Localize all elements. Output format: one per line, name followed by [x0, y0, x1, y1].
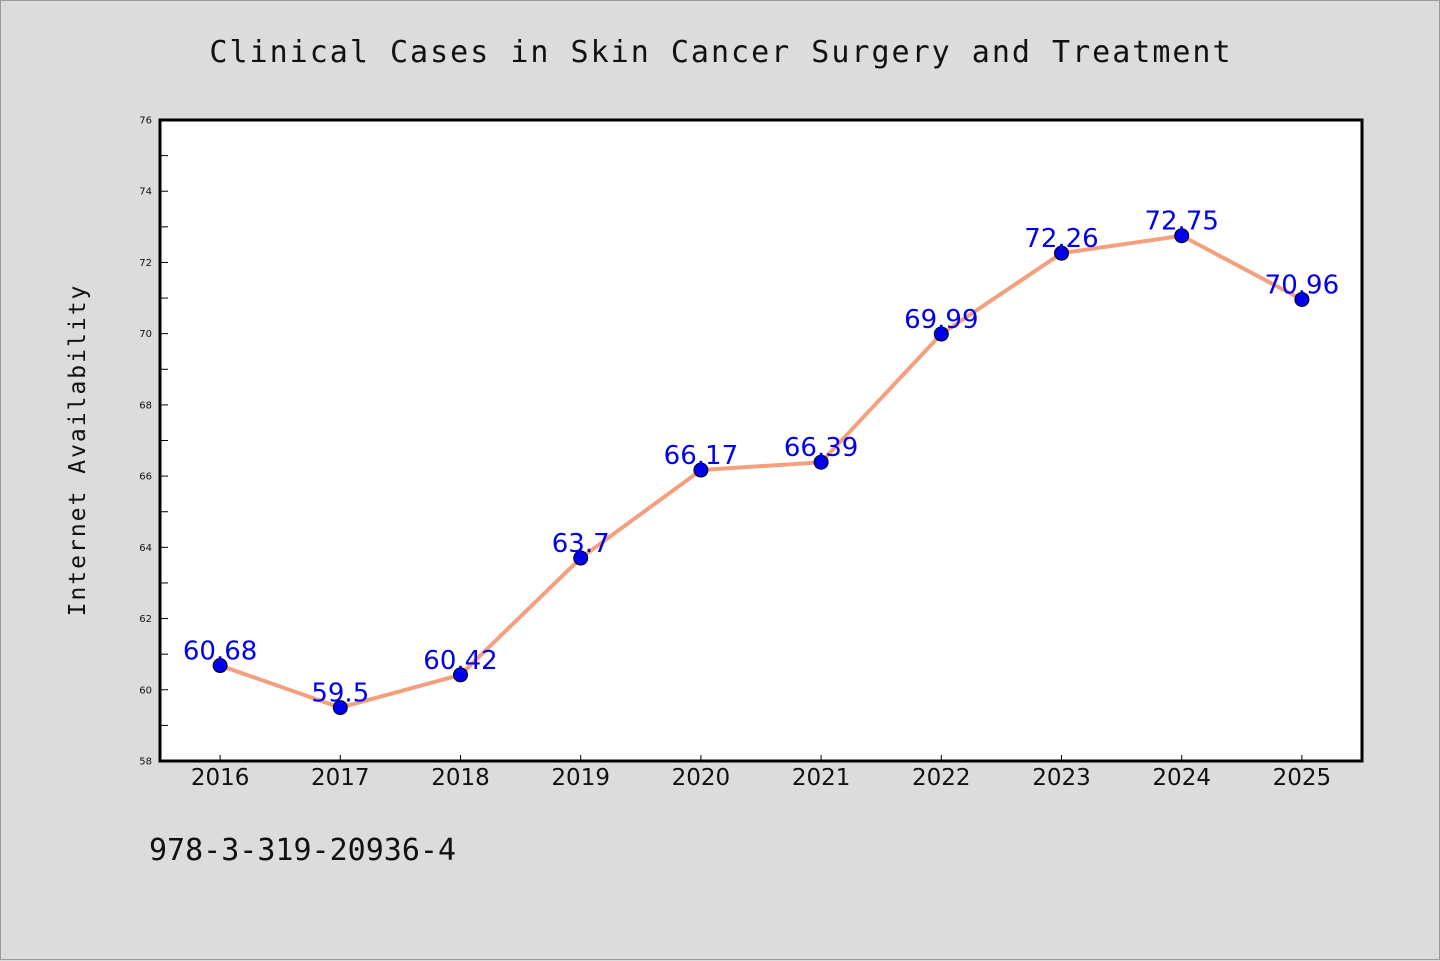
- data-label: 72.26: [1024, 224, 1098, 254]
- x-tick-label: 2016: [191, 765, 250, 791]
- y-tick-label: 72: [139, 258, 152, 269]
- data-label: 66.17: [664, 441, 738, 471]
- data-label: 70.96: [1265, 270, 1339, 300]
- x-tick-label: 2024: [1152, 765, 1211, 791]
- axis-ticks: 58 60 62 64 66 68 70 72 74 76 2016 2017 2018 2019 2020…: [139, 116, 1331, 792]
- data-label: 59.5: [311, 679, 369, 709]
- y-tick-label: 60: [139, 685, 152, 696]
- x-tick-label: 2019: [551, 765, 610, 791]
- footer-code: 978-3-319-20936-4: [149, 833, 457, 868]
- series-line-layer: [218, 233, 1304, 710]
- data-label: 69.99: [904, 305, 978, 335]
- data-point: [693, 462, 709, 478]
- plot-area: [160, 120, 1362, 761]
- x-tick-label: 2022: [912, 765, 971, 791]
- y-tick-label: 66: [139, 472, 152, 483]
- y-tick-label: 64: [139, 543, 152, 554]
- data-point: [453, 667, 468, 683]
- data-labels: 60.68 59.5 60.42 63.7 66.17 66.39 69.99 72.26 72…: [183, 207, 1339, 709]
- data-point: [212, 658, 228, 674]
- data-label: 63.7: [552, 529, 610, 559]
- x-tick-label: 2017: [311, 765, 370, 791]
- data-point: [332, 700, 348, 716]
- data-point: [1174, 228, 1190, 244]
- x-tick-label: 2021: [792, 765, 851, 791]
- x-tick-label: 2025: [1273, 765, 1332, 791]
- data-point: [1054, 245, 1069, 261]
- x-tick-label: 2018: [431, 765, 490, 791]
- y-tick-label: 74: [139, 187, 152, 198]
- data-point: [573, 550, 589, 566]
- y-tick-label: 68: [139, 400, 152, 411]
- x-tick-label: 2020: [672, 765, 731, 791]
- data-label: 66.39: [784, 433, 858, 463]
- data-label: 72.75: [1144, 207, 1218, 237]
- data-point: [1294, 291, 1310, 307]
- y-tick-label: 76: [139, 116, 152, 127]
- data-point: [813, 454, 829, 470]
- data-point: [933, 326, 949, 342]
- data-label: 60.42: [423, 646, 497, 676]
- data-label: 60.68: [183, 637, 257, 667]
- plot-frame: [158, 118, 1364, 763]
- y-tick-label: 58: [139, 757, 152, 768]
- y-tick-label: 70: [139, 329, 152, 340]
- x-tick-label: 2023: [1032, 765, 1091, 791]
- data-markers: [212, 228, 1310, 716]
- chart-title: Clinical Cases in Skin Cancer Surgery an…: [209, 35, 1233, 70]
- series-line: [218, 233, 1304, 710]
- y-tick-label: 62: [139, 614, 152, 625]
